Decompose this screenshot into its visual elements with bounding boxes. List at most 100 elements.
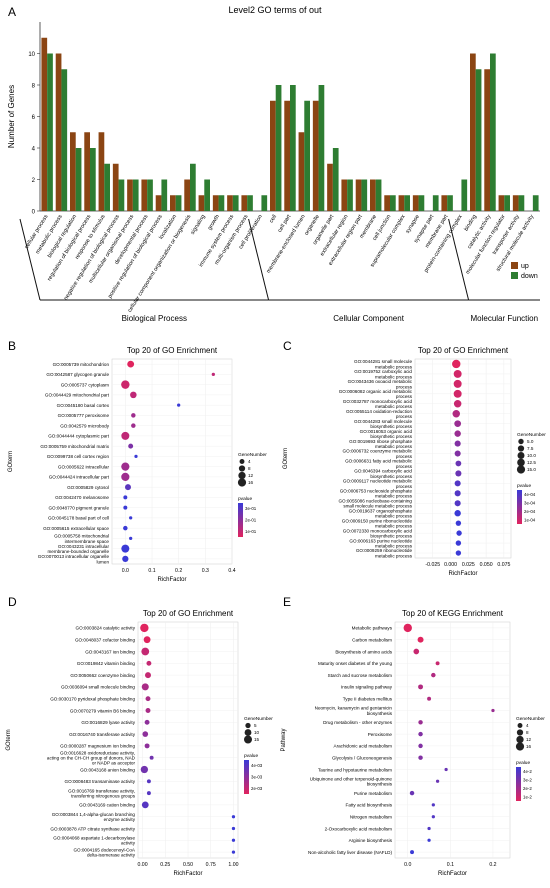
y-tick-label: GO:0006082 organic acid metabolic process [339,389,413,399]
bar-up [227,195,233,211]
y-tick-label: GO:0008483 transaminase activity [65,779,136,784]
y-tick-label: GO:0043168 anion binding [80,767,135,772]
data-point [127,360,135,368]
bar-up [84,132,90,211]
bar-up [355,179,362,211]
bar-up [41,37,48,211]
y-axis-label: GOterm [6,729,12,750]
data-point [129,516,133,520]
legend-color-label: 2e-01 [245,518,257,523]
data-point [140,623,149,633]
y-axis-label: Pathway [281,728,287,751]
x-tick-label: 0.1 [447,862,454,868]
panel-a: A Level2 GO terms of out 0 2 4 6 8 10 Number of … [0,0,550,335]
bar-down [461,179,468,211]
legend-title-size: GeneNumber [517,432,546,438]
group-bracket-left [248,218,270,301]
panel-e: E Top 20 of KEGG Enrichment 0.0 0.1 0.2 RichF… [275,592,550,883]
y-tick-label: GO:0009117 nucleotide metabolic process [343,479,413,489]
data-point [491,708,495,713]
y-tick-label: GO:0050662 coenzyme binding [70,673,135,678]
data-point [231,826,236,831]
x-tick-label: 0.00 [137,862,147,868]
bar-down [375,179,382,211]
y-tick-label: GO:0044281 small molecule metabolic proce… [354,359,413,369]
bar-down [475,69,482,211]
y-tick-label: GO:0043436 oxoacid metabolic process [348,379,413,389]
legend-size-dot [517,452,525,459]
legend-title-size: GeneNumber [244,716,273,722]
x-tick-label: 0.025 [462,562,475,568]
x-tick-label: 0.000 [444,562,457,568]
panel-label: D [8,595,17,609]
legend-size-dot [245,722,251,729]
bar-down [61,69,68,211]
y-tick-label: GO:0005622 intracellular [58,464,110,469]
chart-title: Top 20 of KEGG Enrichment [402,609,504,618]
legend-size-label: 8 [248,466,251,471]
y-tick-label: 6 [32,115,36,121]
legend-size-dot [516,465,526,474]
y-tick-label: GO:0016053 organic acid biosynthetic proc… [360,429,413,439]
data-point [128,443,134,449]
legend-size-dot [238,471,246,480]
x-tick-label: -0.025 [425,562,440,568]
x-tick-label: binding [463,214,478,232]
data-point [454,480,461,487]
legend-color-label: 4e-03 [251,763,263,768]
legend-color-bar [516,767,521,801]
bar-down [190,163,196,211]
data-point [123,505,128,510]
y-tick-label: GO:0006732 coenzyme metabolic process [343,449,413,459]
data-point [454,490,461,497]
legend-size-label: 5 [254,723,257,728]
y-axis-label: GOterm [8,451,14,472]
y-tick-label: GO:0003844 1,4-alpha-glucan branching enz… [52,812,136,822]
legend-label-up: up [521,263,529,270]
data-point [452,359,461,369]
data-point [121,544,130,553]
panel-label: C [283,339,292,353]
y-tick-label: 2 [32,178,36,184]
data-point [409,790,415,796]
y-tick-label: Type II diabetes mellitus [343,697,393,702]
bar-up [184,179,190,211]
group-label: Biological Process [122,314,187,323]
bar-down [404,195,410,211]
data-point [431,672,436,678]
y-tick-label: GO:0006753 nucleoside phosphate metabolic… [340,489,413,499]
bar-down [104,163,110,211]
bar-down [418,195,425,211]
legend-color-label: 3e-04 [524,500,536,505]
legend-color-label: 1e-2 [523,794,532,799]
y-tick-label: GO:0005615 extracellular space [43,526,109,531]
bar-up [312,100,319,211]
y-tick-label: GO:0019693 ribose phosphate metabolic pro… [349,439,413,449]
data-point [456,530,462,536]
legend-title-color: pvalue [244,753,258,759]
y-tick-label: GO:0009259 ribonucleotide metabolic proce… [356,548,413,558]
data-point [121,462,130,471]
y-tick-label: GO:0030170 pyridoxal phosphate binding [50,697,135,702]
data-point [145,672,151,679]
y-tick-label: Nitrogen metabolism [350,815,392,820]
y-tick-label: GO:0032787 monocarboxylic acid metabolic … [343,399,413,409]
x-tick-label: 0.0 [122,568,129,574]
bar-up [284,100,290,211]
y-tick-label: GO:0006631 fatty acid metabolic process [345,459,413,469]
x-tick-label: growth [207,214,221,231]
chart-title: Top 20 of GO Enrichment [143,609,234,618]
legend-size-dot [517,445,525,452]
y-tick-label: GO:0055114 oxidation-reduction process [346,409,413,419]
y-tick-label: GO:0005759 mitochondrial matrix [40,444,109,449]
data-point [121,431,130,440]
bar-up [512,195,519,211]
bar-down [504,195,510,211]
bar-up [155,195,162,211]
y-tick-label: 8 [32,84,36,90]
bar-up [212,195,219,211]
legend-color-label: 4e-04 [524,492,536,497]
bar-down [118,179,125,211]
x-tick-label: 0.50 [183,862,193,868]
data-point [144,719,150,725]
